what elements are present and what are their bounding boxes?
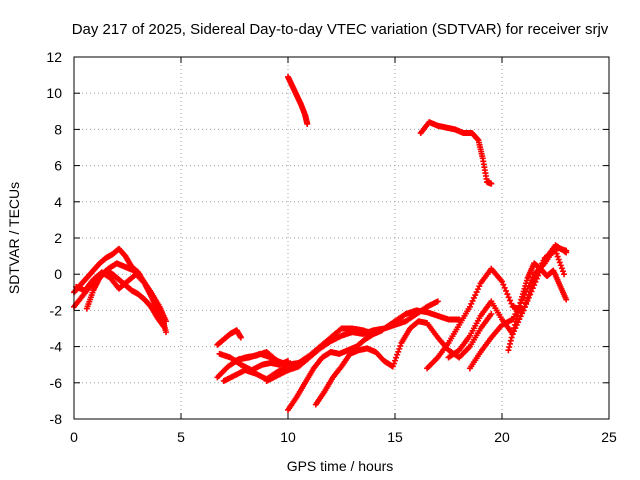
- data-point: [561, 271, 568, 278]
- data-point: [563, 296, 570, 303]
- data-point: [511, 321, 518, 328]
- data-series: [220, 363, 291, 384]
- x-tick-label: 5: [177, 429, 185, 445]
- data-point: [517, 299, 524, 306]
- data-point: [160, 323, 167, 330]
- data-series: [214, 327, 244, 348]
- data-series: [285, 73, 311, 127]
- data-point: [555, 256, 562, 263]
- data-point: [513, 315, 520, 322]
- y-tick-label: 10: [46, 85, 62, 101]
- data-point: [523, 299, 530, 306]
- data-point: [507, 340, 514, 347]
- data-point: [394, 351, 401, 358]
- y-axis-label: SDTVAR / TECUs: [6, 182, 22, 294]
- y-tick-label: 2: [54, 230, 62, 246]
- data-point: [510, 328, 517, 335]
- data-series: [417, 119, 495, 187]
- data-point: [390, 360, 397, 367]
- data-point: [500, 281, 507, 288]
- plot-area: [71, 73, 570, 413]
- data-point: [559, 268, 566, 275]
- data-point: [434, 298, 441, 305]
- data-point: [553, 250, 560, 257]
- data-series: [285, 327, 386, 413]
- data-point: [563, 247, 570, 254]
- data-point: [488, 180, 495, 187]
- y-tick-label: -8: [50, 411, 63, 427]
- data-point: [508, 300, 515, 307]
- data-point: [504, 291, 511, 298]
- data-point: [237, 334, 244, 341]
- data-point: [508, 334, 515, 341]
- x-tick-label: 25: [601, 429, 617, 445]
- data-point: [304, 120, 311, 127]
- data-point: [379, 327, 386, 334]
- y-tick-label: -2: [50, 302, 63, 318]
- data-point: [393, 354, 400, 361]
- data-point: [163, 329, 170, 336]
- x-tick-label: 20: [494, 429, 510, 445]
- y-tick-label: 4: [54, 194, 62, 210]
- data-point: [554, 253, 561, 260]
- y-tick-label: -4: [50, 339, 63, 355]
- data-point: [505, 347, 512, 354]
- data-point: [515, 306, 522, 313]
- data-point: [558, 265, 565, 272]
- data-point: [514, 312, 521, 319]
- data-point: [488, 311, 495, 318]
- data-point: [556, 259, 563, 266]
- data-point: [516, 302, 523, 309]
- data-series: [445, 247, 568, 361]
- y-tick-label: 6: [54, 158, 62, 174]
- data-series: [466, 244, 570, 372]
- x-axis-label: GPS time / hours: [287, 458, 394, 474]
- data-point: [509, 331, 516, 338]
- data-point: [505, 294, 512, 301]
- x-tick-label: 0: [70, 429, 78, 445]
- data-point: [511, 325, 518, 332]
- y-tick-label: 8: [54, 121, 62, 137]
- data-point: [160, 322, 167, 329]
- data-point: [507, 297, 514, 304]
- x-tick-label: 15: [387, 429, 403, 445]
- data-point: [392, 357, 398, 364]
- data-point: [524, 295, 531, 302]
- chart-title: Day 217 of 2025, Sidereal Day-to-day VTE…: [72, 21, 609, 38]
- grid: [74, 57, 609, 419]
- data-series: [263, 298, 441, 384]
- data-point: [506, 344, 513, 351]
- data-point: [503, 287, 510, 294]
- data-point: [389, 363, 396, 370]
- data-point: [395, 348, 402, 355]
- data-series: [312, 311, 495, 408]
- data-point: [515, 309, 522, 316]
- y-tick-label: 12: [46, 49, 62, 65]
- axis-ticks: 0 5 10 15 20 25 -8 -6 -4 -2 0 2 4 6 8 10 12: [46, 49, 617, 445]
- y-tick-label: -6: [50, 375, 63, 391]
- data-point: [507, 337, 514, 344]
- data-point: [396, 345, 403, 352]
- data-point: [512, 318, 519, 325]
- y-tick-label: 0: [54, 266, 62, 282]
- data-point: [520, 307, 527, 314]
- data-point: [140, 279, 147, 286]
- data-point: [397, 342, 404, 349]
- x-tick-label: 10: [280, 429, 296, 445]
- data-point: [474, 136, 481, 143]
- data-series: [505, 260, 570, 354]
- data-series: [83, 267, 167, 330]
- data-point: [557, 262, 564, 269]
- data-point: [521, 303, 528, 310]
- data-point: [499, 278, 505, 285]
- data-point: [501, 284, 508, 291]
